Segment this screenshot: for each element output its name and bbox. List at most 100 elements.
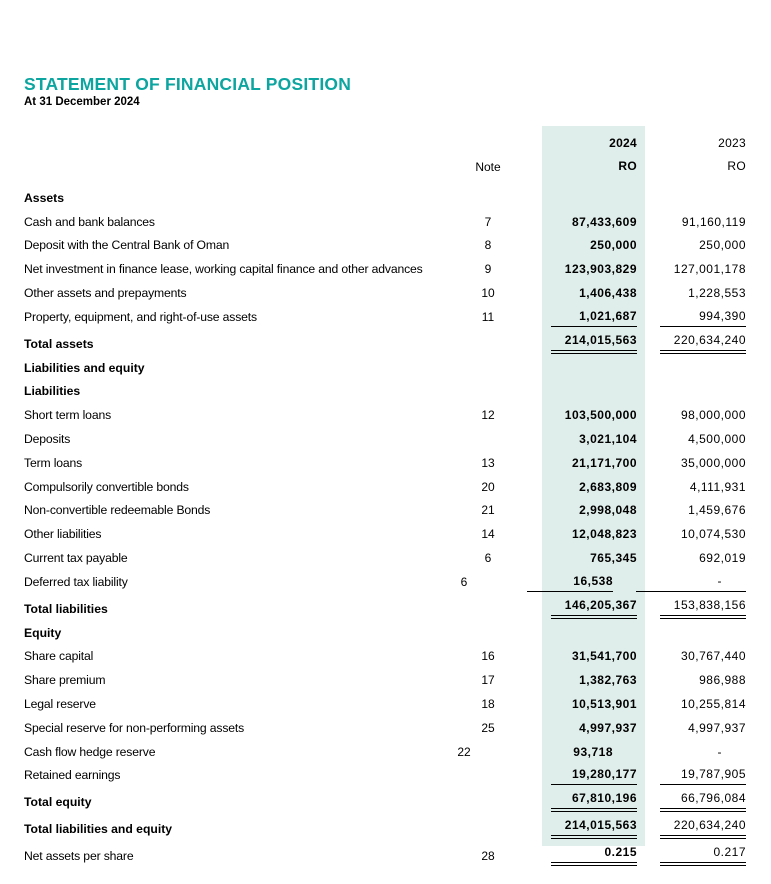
- row-value-2024: 4,997,937: [579, 720, 637, 735]
- row-value-2024: 21,171,700: [571, 455, 637, 470]
- row-note: 16: [481, 649, 495, 664]
- row-label: Share premium: [24, 673, 106, 688]
- row-value-2024: 765,345: [590, 550, 637, 565]
- row-label: Property, equipment, and right-of-use as…: [24, 309, 257, 324]
- row-value-2023: 30,767,440: [680, 649, 746, 664]
- row-value-2024: 1,382,763: [579, 673, 637, 688]
- row-value-2023: 10,255,814: [680, 696, 746, 711]
- row-note: 8: [484, 238, 492, 253]
- row-note: 10: [481, 285, 495, 300]
- row-value-2023: 35,000,000: [680, 455, 746, 470]
- table-row: Liabilities and equity: [24, 354, 746, 378]
- row-label: Compulsorily convertible bonds: [24, 479, 189, 494]
- row-value-2024: 0.215: [551, 845, 637, 867]
- table-row: Non-convertible redeemable Bonds 21 2,99…: [24, 497, 746, 521]
- row-label: Equity: [24, 625, 62, 640]
- table-row: Term loans 13 21,171,700 35,000,000: [24, 449, 746, 473]
- row-label: Special reserve for non-performing asset…: [24, 720, 245, 735]
- row-note: 18: [481, 696, 495, 711]
- table-row: Liabilities: [24, 378, 746, 402]
- row-value-2024: 250,000: [590, 238, 637, 253]
- table-row: Total equity 67,810,196 66,796,084: [24, 785, 746, 813]
- table-body: Assets Cash and bank balances 7 87,433,6…: [24, 184, 746, 867]
- row-value-2023: 153,838,156: [660, 598, 746, 619]
- financial-position-table: 2024 2023 Note RO RO Assets Cash and ban…: [24, 126, 746, 867]
- row-label: Deposit with the Central Bank of Oman: [24, 238, 230, 253]
- table-row: Legal reserve 18 10,513,901 10,255,814: [24, 690, 746, 714]
- row-note: 12: [481, 408, 495, 423]
- table-row: Cash and bank balances 7 87,433,609 91,1…: [24, 208, 746, 232]
- row-value-2023: 220,634,240: [660, 818, 746, 840]
- table-row: Net assets per share 28 0.215 0.217: [24, 839, 746, 867]
- row-value-2023: 127,001,178: [673, 262, 746, 277]
- row-note: 6: [484, 550, 492, 565]
- table-row: Share premium 17 1,382,763 986,988: [24, 666, 746, 690]
- row-value-2024: 87,433,609: [571, 214, 637, 229]
- row-value-2023: 4,500,000: [688, 431, 746, 446]
- row-label: Non-convertible redeemable Bonds: [24, 503, 211, 518]
- table-row: Assets: [24, 184, 746, 208]
- table-row: Deposit with the Central Bank of Oman 8 …: [24, 232, 746, 256]
- row-note: 17: [481, 673, 495, 688]
- page-title: STATEMENT OF FINANCIAL POSITION: [24, 74, 352, 94]
- row-note: 14: [481, 527, 495, 542]
- row-label: Term loans: [24, 455, 83, 470]
- row-label: Total assets: [24, 336, 94, 351]
- row-value-2024: 123,903,829: [564, 262, 637, 277]
- table-row: Property, equipment, and right-of-use as…: [24, 303, 746, 327]
- row-label: Cash and bank balances: [24, 214, 155, 229]
- header-spacer: [24, 174, 470, 177]
- column-unit-2023: RO: [727, 159, 746, 173]
- row-label: Legal reserve: [24, 696, 96, 711]
- row-value-2023: 1,228,553: [688, 285, 746, 300]
- row-value-2023: 994,390: [660, 309, 746, 327]
- row-label: Other liabilities: [24, 527, 102, 542]
- row-value-2024: 2,998,048: [579, 503, 637, 518]
- row-value-2024: 10,513,901: [571, 696, 637, 711]
- row-value-2024: 12,048,823: [571, 527, 637, 542]
- column-header-note: Note: [475, 160, 501, 174]
- table-row: Total liabilities and equity 214,015,563…: [24, 812, 746, 840]
- column-header-years: 2024 2023: [24, 126, 746, 153]
- row-value-2024: 1,406,438: [579, 285, 637, 300]
- row-label: Current tax payable: [24, 550, 128, 565]
- table-row: Deferred tax liability 6 16,538 -: [24, 568, 746, 592]
- row-value-2024: 2,683,809: [579, 479, 637, 494]
- column-unit-2024: RO: [618, 159, 637, 173]
- column-header-2024: 2024: [609, 136, 637, 150]
- table-row: Total assets 214,015,563 220,634,240: [24, 327, 746, 354]
- row-label: Retained earnings: [24, 768, 121, 783]
- table-row: Deposits 3,021,104 4,500,000: [24, 425, 746, 449]
- row-value-2024: 214,015,563: [551, 333, 637, 354]
- table-row: Equity: [24, 619, 746, 643]
- table-row: Current tax payable 6 765,345 692,019: [24, 544, 746, 568]
- row-value-2024: 93,718: [573, 744, 613, 759]
- row-value-2023: 4,997,937: [688, 720, 746, 735]
- table-row: Retained earnings 19,280,177 19,787,905: [24, 762, 746, 786]
- row-note: 9: [484, 262, 492, 277]
- row-label: Other assets and prepayments: [24, 285, 187, 300]
- row-value-2024: 19,280,177: [551, 767, 637, 786]
- table-row: Short term loans 12 103,500,000 98,000,0…: [24, 401, 746, 425]
- row-value-2023: 1,459,676: [688, 503, 746, 518]
- column-header-2023: 2023: [718, 136, 746, 150]
- row-value-2024: 214,015,563: [551, 818, 637, 840]
- row-value-2023: 692,019: [699, 550, 746, 565]
- row-note: 28: [481, 849, 495, 864]
- row-value-2024: 1,021,687: [551, 309, 637, 327]
- row-label: Total equity: [24, 795, 92, 810]
- row-note: 13: [481, 455, 495, 470]
- row-value-2023: 220,634,240: [660, 333, 746, 354]
- row-label: Net investment in finance lease, working…: [24, 262, 423, 277]
- row-note: 6: [460, 574, 468, 589]
- row-label: Net assets per share: [24, 849, 134, 864]
- table-row: Other liabilities 14 12,048,823 10,074,5…: [24, 520, 746, 544]
- row-value-2024: 31,541,700: [571, 649, 637, 664]
- row-value-2024: 16,538: [527, 574, 613, 592]
- row-label: Cash flow hedge reserve: [24, 744, 156, 759]
- row-label: Deposits: [24, 431, 71, 446]
- row-value-2023: 250,000: [699, 238, 746, 253]
- row-value-2023: 19,787,905: [660, 767, 746, 786]
- row-value-2023: -: [636, 574, 746, 592]
- row-value-2024: 103,500,000: [564, 408, 637, 423]
